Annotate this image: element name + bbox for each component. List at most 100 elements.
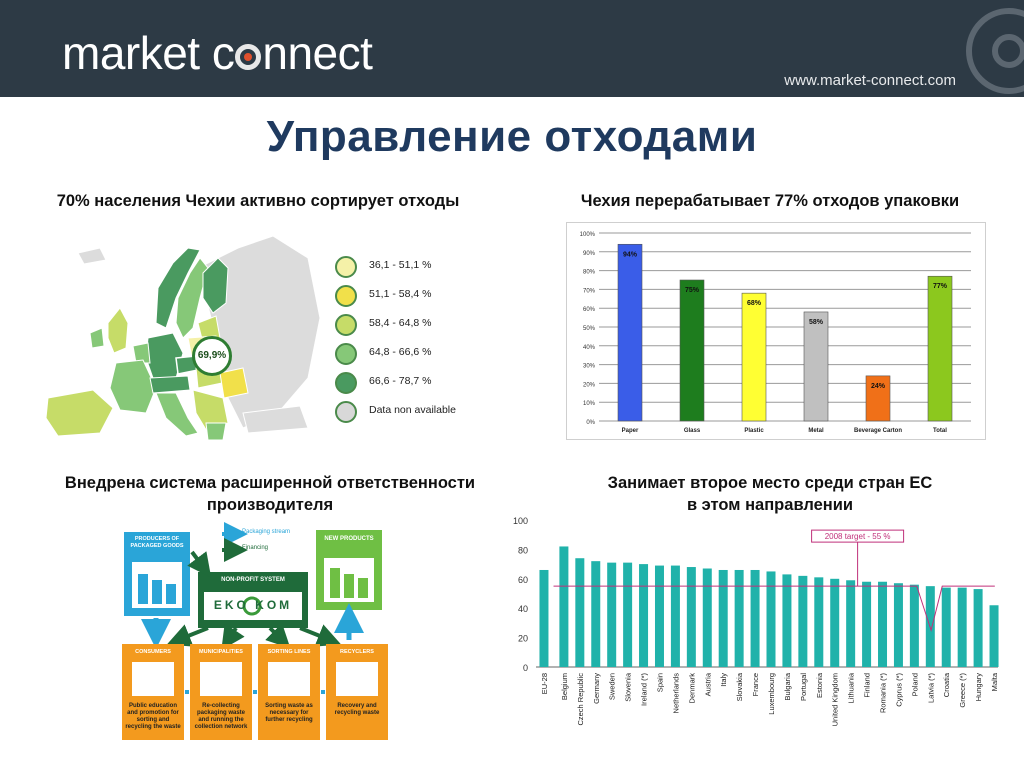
x-tick-label: Greece (*) — [958, 672, 967, 707]
bar-value-label: 77% — [933, 283, 948, 290]
legend-label: Data non available — [369, 404, 456, 416]
x-tick-label: Lithuania — [847, 672, 856, 703]
conveyor-icon — [268, 662, 310, 696]
nonprofit-label: NON-PROFIT SYSTEM — [221, 577, 285, 583]
x-tick-label: Austria — [703, 672, 712, 696]
logo-eye-icon — [235, 44, 262, 70]
bar — [909, 584, 919, 667]
x-tick-label: Poland — [910, 673, 919, 696]
legend-label: 36,1 - 51,1 % — [369, 259, 432, 271]
y-tick-label: 20 — [518, 634, 528, 644]
map-region-iberia — [45, 389, 114, 437]
bar — [607, 562, 617, 667]
europe-map-svg — [45, 235, 321, 441]
bar — [814, 577, 824, 667]
legend-swatch — [335, 256, 357, 278]
eye-emblem-icon — [966, 8, 1024, 94]
legend-swatch — [335, 401, 357, 423]
eu-comparison-chart: 0 20 40 60 80 100 EU-28 Belgium Czech Republic Ge… — [513, 516, 999, 726]
x-tick-label: Denmark — [687, 673, 696, 704]
y-tick-label: 0% — [586, 420, 595, 426]
y-tick-label: 100 — [513, 516, 528, 526]
legend-label: 66,6 - 78,7 % — [369, 375, 432, 387]
bar — [639, 564, 649, 667]
y-tick-label: 10% — [583, 401, 596, 407]
legend-swatch — [335, 372, 357, 394]
x-tick-label: Beverage Carton — [854, 428, 902, 434]
y-tick-label: 80 — [518, 545, 528, 555]
sorting-lines-title: SORTING LINES — [267, 649, 311, 655]
epr-section-title-line1: Внедрена система расширенной ответственн… — [64, 474, 476, 492]
y-tick-label: 60 — [518, 575, 528, 585]
x-tick-label: Total — [933, 428, 947, 434]
bar — [734, 569, 744, 667]
bar — [718, 569, 728, 667]
bar — [766, 571, 776, 667]
logo-text-start: market c — [62, 27, 235, 79]
x-tick-label: Sweden — [608, 673, 617, 700]
consumers-desc: Public education and promotion for sorti… — [125, 703, 181, 730]
y-tick-label: 20% — [583, 382, 596, 388]
bar — [973, 589, 983, 667]
epr-diagram: PRODUCERS OF PACKAGED GOODS Packaging st… — [118, 522, 390, 742]
bar — [623, 562, 633, 667]
y-tick-label: 30% — [583, 364, 596, 370]
recyclers-title: RECYCLERS — [340, 649, 374, 655]
x-tick-label: Spain — [655, 673, 664, 692]
y-tick-label: 90% — [583, 251, 596, 257]
map-region-benelux — [132, 342, 151, 364]
bar — [782, 574, 792, 667]
market-connect-logo[interactable]: market c nnect — [62, 26, 373, 80]
legend-swatch — [335, 343, 357, 365]
municipalities-desc: Re-collecting packaging waste and runnin… — [194, 703, 248, 730]
x-tick-label: Italy — [719, 673, 728, 687]
x-tick-label: Estonia — [815, 672, 824, 698]
factory-icon — [336, 662, 378, 696]
logo-text-end: nnect — [262, 27, 373, 79]
x-tick-label: Czech Republic — [576, 673, 585, 726]
packaging-recycling-chart: 0% 10% 20% 30% 40% 50% 60% 70% 80% 90% 100% 94% Pape… — [580, 232, 971, 434]
x-tick-label: Croatia — [942, 672, 951, 697]
target-line-segment — [916, 585, 995, 633]
epr-diagram-svg — [122, 522, 388, 740]
x-tick-label: Slovakia — [735, 672, 744, 701]
bar — [878, 581, 888, 667]
bar — [679, 279, 705, 422]
y-tick-label: 0 — [523, 663, 528, 673]
x-tick-label: Bulgaria — [783, 672, 792, 700]
y-tick-label: 100% — [580, 232, 596, 238]
map-region-ireland — [89, 327, 105, 349]
x-tick-label: Cyprus (*) — [894, 673, 903, 707]
map-region-finland — [202, 257, 229, 314]
x-tick-label: Paper — [622, 428, 639, 434]
eu-rank-section-title-line1: Занимает второе место среди стран ЕС — [607, 474, 933, 492]
map-region-austria-swiss — [149, 375, 191, 394]
recyclers-desc: Recovery and recycling waste — [334, 703, 380, 716]
czech-share-callout: 69,9% — [192, 336, 232, 376]
bar — [893, 583, 903, 667]
x-tick-label: Finland — [863, 673, 872, 698]
x-tick-label: Malta — [990, 672, 999, 691]
map-region-norway — [155, 247, 201, 329]
bar — [846, 580, 856, 667]
website-url[interactable]: www.market-connect.com — [784, 72, 956, 89]
map-section-title: 70% населения Чехии активно сортирует от… — [56, 192, 460, 210]
eu-comparison-chart-frame: 0 20 40 60 80 100 EU-28 Belgium Czech Republic Ge… — [508, 510, 1004, 766]
financing-label: Financing — [242, 545, 269, 551]
ekokom-recycle-icon — [242, 596, 262, 616]
packaging-stream-label: Packaging stream — [242, 529, 291, 535]
bar — [559, 546, 569, 667]
legend-swatch — [335, 285, 357, 307]
legend-label: 64,8 - 66,6 % — [369, 346, 432, 358]
ekokom-logo: EKO KOM — [213, 598, 293, 612]
bar-value-label: 24% — [871, 383, 886, 390]
houses-icon — [200, 662, 242, 696]
bar-value-label: 58% — [809, 319, 824, 326]
x-tick-label: Netherlands — [671, 673, 680, 714]
europe-map — [38, 228, 328, 441]
bar-value-label: 68% — [747, 300, 762, 307]
map-region-italy — [155, 392, 199, 437]
x-tick-label: Luxembourg — [767, 673, 776, 715]
bar-value-label: 75% — [685, 287, 700, 294]
y-tick-label: 40% — [583, 345, 596, 351]
